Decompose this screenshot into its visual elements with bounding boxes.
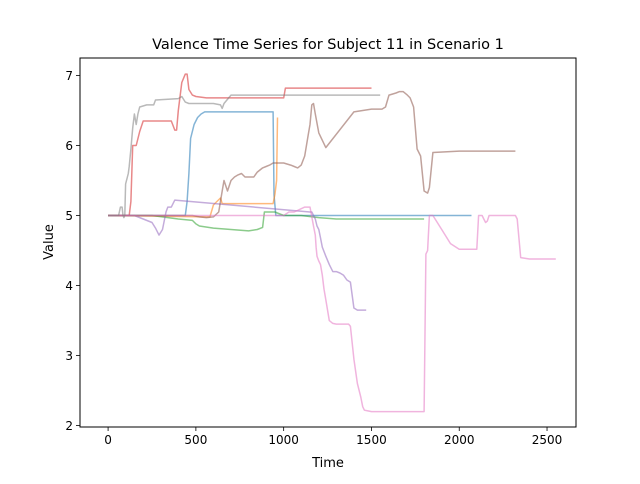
series-line-6: [108, 90, 516, 219]
y-tick-label: 3: [65, 349, 73, 363]
y-axis-label: Value: [42, 224, 57, 260]
x-tick-label: 1500: [356, 433, 387, 447]
x-axis-label: Time: [311, 456, 344, 471]
series-line-7: [108, 206, 556, 413]
series-line-5: [108, 199, 367, 311]
series-line-8: [108, 94, 381, 219]
x-tick-label: 0: [104, 433, 112, 447]
x-tick-label: 2000: [444, 433, 475, 447]
y-axis-ticks: 2 3 4 5 6 7: [65, 69, 80, 433]
y-tick-label: 5: [65, 209, 73, 223]
x-axis-ticks: 0 500 1000 1500 2000 2500: [104, 427, 562, 447]
chart-title: Valence Time Series for Subject 11 in Sc…: [152, 37, 504, 53]
x-tick-label: 500: [184, 433, 207, 447]
series-line-3: [108, 211, 425, 232]
x-tick-label: 1000: [268, 433, 299, 447]
plot-frame: [79, 57, 577, 428]
series-line-4: [108, 73, 372, 217]
y-tick-label: 4: [65, 279, 73, 293]
y-tick-label: 6: [65, 139, 73, 153]
x-tick-label: 2500: [532, 433, 563, 447]
y-tick-label: 7: [65, 69, 73, 83]
y-tick-label: 2: [65, 419, 73, 433]
series-layer: [108, 73, 556, 413]
